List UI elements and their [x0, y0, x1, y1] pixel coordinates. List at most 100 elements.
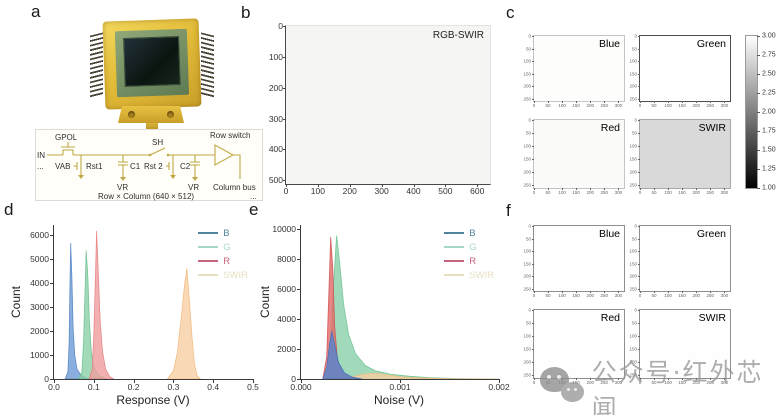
y-tick-mark [638, 375, 640, 377]
histogram-svg [322, 235, 499, 379]
colorbar-tick-mark [757, 74, 760, 75]
circuit-label-in: IN [37, 151, 45, 160]
panel-f-red-label: Red [600, 312, 620, 324]
x-tick-mark [682, 378, 684, 380]
x-tick-label: 250 [600, 103, 609, 108]
y-tick-label: 5000 [30, 253, 49, 264]
panel-f-green-label: Green [696, 228, 726, 240]
y-tick-mark [50, 379, 54, 380]
x-tick-mark [590, 291, 592, 293]
x-tick-label: 50 [651, 293, 657, 298]
legend-swatch [198, 245, 219, 249]
x-tick-mark [590, 188, 592, 190]
x-tick-label: 50 [545, 293, 551, 298]
x-tick-label: 150 [572, 103, 580, 108]
x-tick-mark [696, 101, 698, 103]
y-tick-mark [638, 362, 640, 364]
x-tick-label: 0.4 [207, 382, 220, 392]
x-tick-label: 50 [545, 380, 551, 385]
circuit-label-sh: SH [152, 138, 163, 147]
panel-c-swir-image: SWIR 0 50 100 150 200 250 0 50 100 150 200 250 300 [629, 118, 731, 195]
circuit-box [35, 129, 263, 201]
y-tick-label: 0 [634, 117, 637, 123]
x-tick-label: 50 [651, 103, 657, 108]
y-tick-label: 150 [523, 71, 531, 76]
y-tick-mark [532, 61, 534, 62]
y-tick-label: 100 [629, 333, 637, 339]
x-tick-label: 250 [706, 103, 715, 108]
y-tick-mark [638, 263, 640, 265]
y-tick-mark [638, 120, 640, 121]
panel-b-image: RGB-SWIR 0 100 200 300 400 500 0 100 200 300 400 50… [269, 21, 491, 196]
panel-c-green-label: Green [696, 38, 726, 50]
panel-label-a: a [31, 2, 41, 21]
x-tick-label: 250 [600, 293, 609, 298]
x-tick-label: 200 [586, 190, 595, 195]
x-tick-label: 300 [374, 186, 389, 196]
x-tick-label: 150 [678, 293, 686, 298]
y-tick-label: 6000 [277, 284, 296, 295]
y-tick-mark [532, 323, 534, 325]
x-tick-mark [317, 184, 319, 187]
y-tick-label: 200 [629, 359, 637, 365]
colorbar-tick-mark [757, 36, 760, 37]
colorbar-tick-label: 1.25 [762, 165, 776, 173]
y-tick-label: 200 [523, 83, 531, 89]
y-tick-mark [283, 180, 286, 182]
chip-die [123, 36, 181, 87]
x-tick-mark [696, 188, 698, 190]
y-tick-label: 250 [629, 372, 637, 378]
x-tick-label: 100 [310, 186, 325, 196]
y-tick-label: 100 [523, 333, 531, 339]
y-tick-mark [532, 310, 534, 311]
x-tick-label: 0 [532, 190, 536, 195]
panel-label-d: d [4, 200, 14, 219]
y-tick-label: 2000 [277, 344, 296, 355]
x-tick-mark [604, 378, 606, 380]
y-tick-label: 4000 [277, 314, 296, 325]
colorbar: 3.00 2.75 2.50 2.25 2.00 1.75 1.50 1.25 1.00 [745, 33, 776, 192]
y-tick-mark [638, 159, 640, 161]
x-tick-mark [93, 379, 95, 383]
x-tick-label: 0 [638, 293, 642, 298]
legend-label: SWIR [469, 269, 494, 281]
y-tick-label: 250 [523, 182, 531, 188]
y-tick-mark [283, 118, 286, 120]
x-tick-mark [590, 378, 592, 380]
x-tick-mark [173, 379, 175, 383]
circuit-wires [47, 142, 241, 179]
y-tick-label: 4000 [30, 277, 49, 288]
x-tick-label: 100 [558, 380, 566, 385]
y-tick-mark [638, 185, 640, 187]
circuit-label-c2: C2 [180, 162, 191, 171]
x-tick-label: 0.5 [247, 382, 259, 392]
y-tick-mark [532, 133, 534, 135]
y-tick-label: 250 [523, 286, 531, 291]
x-tick-label: 600 [470, 186, 485, 196]
x-tick-mark [253, 379, 254, 383]
colorbar-tick-label: 2.50 [762, 70, 776, 78]
y-tick-mark [283, 149, 286, 151]
panel-f-blue-image: Blue 0 50 100 150 200 250 0 50 100 150 200 250 300 [523, 224, 625, 298]
y-tick-mark [532, 375, 534, 377]
panel-f-swir-label: SWIR [698, 312, 726, 324]
hist-series-G [326, 235, 499, 379]
x-tick-label: 200 [692, 103, 701, 108]
legend-label: SWIR [223, 269, 248, 281]
legend: B G R SWIR [198, 228, 248, 281]
x-tick-mark [534, 101, 535, 103]
y-tick-label: 50 [525, 236, 531, 241]
legend-label: G [223, 241, 231, 253]
legend-item-B: B [444, 228, 494, 239]
x-tick-label: 300 [720, 293, 729, 298]
x-tick-mark [710, 291, 712, 293]
x-tick-label: 0.3 [167, 382, 180, 392]
x-tick-label: 150 [678, 103, 686, 108]
y-tick-label: 300 [268, 113, 283, 124]
circuit-label-gpol: GPOL [55, 133, 78, 142]
colorbar-tick-label: 2.75 [762, 51, 776, 59]
legend-swatch [198, 273, 219, 277]
legend-swatch [444, 231, 465, 235]
y-tick-mark [283, 26, 286, 27]
chip-pins-right [201, 32, 214, 100]
